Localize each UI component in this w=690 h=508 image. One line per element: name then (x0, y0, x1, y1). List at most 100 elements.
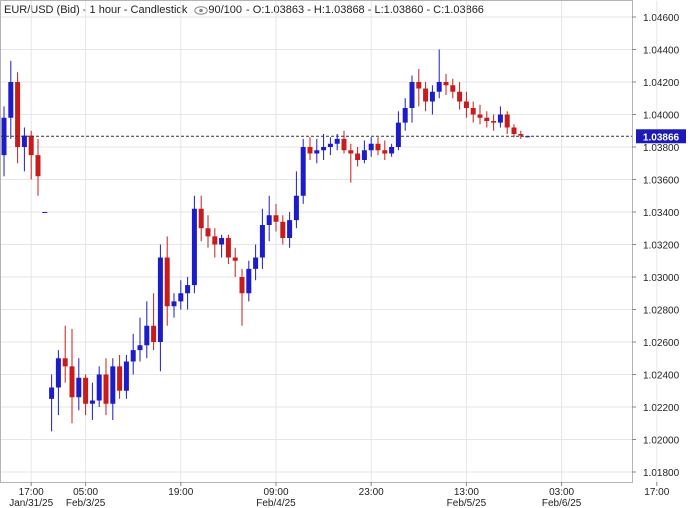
candle[interactable] (55, 350, 61, 416)
candle[interactable] (491, 114, 497, 131)
candle[interactable] (436, 49, 442, 99)
candle[interactable] (361, 140, 367, 164)
candle[interactable] (327, 137, 333, 156)
candle[interactable] (423, 82, 429, 112)
candle[interactable] (191, 195, 197, 294)
candle[interactable] (246, 260, 252, 302)
candle-body (225, 238, 231, 258)
candle[interactable] (239, 268, 245, 326)
candle[interactable] (259, 208, 265, 269)
candle-body (497, 114, 503, 123)
candle[interactable] (151, 293, 157, 351)
candle[interactable] (205, 215, 211, 248)
candle[interactable] (144, 301, 150, 359)
candle[interactable] (42, 212, 48, 213)
candle-body (266, 215, 272, 225)
candle[interactable] (21, 127, 27, 172)
x-tick-date: Feb/3/25 (66, 498, 106, 508)
candle[interactable] (382, 140, 388, 161)
candle[interactable] (443, 73, 449, 95)
candle[interactable] (314, 138, 320, 164)
candle-body (178, 293, 184, 302)
candle[interactable] (368, 137, 374, 157)
candle-body (144, 325, 150, 346)
candle[interactable] (212, 228, 218, 258)
candle-body (191, 208, 197, 286)
eye-icon[interactable] (194, 5, 209, 15)
last-price-badge (636, 129, 686, 144)
candle[interactable] (504, 111, 510, 134)
candle[interactable] (130, 333, 136, 375)
candle[interactable] (28, 130, 34, 180)
candle-body (511, 127, 517, 134)
candle-body (164, 257, 170, 307)
candle[interactable] (1, 106, 7, 177)
candle[interactable] (96, 366, 102, 407)
candle[interactable] (76, 358, 82, 411)
candle[interactable] (225, 234, 231, 264)
candle[interactable] (110, 358, 116, 420)
candle[interactable] (164, 236, 170, 326)
candle[interactable] (69, 329, 75, 424)
candle[interactable] (15, 72, 21, 164)
candle[interactable] (83, 374, 89, 416)
candle[interactable] (321, 134, 327, 160)
candle[interactable] (470, 101, 476, 123)
candle[interactable] (35, 138, 41, 196)
candle[interactable] (198, 195, 204, 242)
candle-body (15, 82, 21, 147)
candle[interactable] (463, 91, 469, 118)
candle[interactable] (287, 212, 293, 248)
candle-body (463, 101, 469, 108)
candle[interactable] (137, 317, 143, 362)
candle-body (130, 350, 136, 362)
candle[interactable] (511, 124, 517, 138)
candle[interactable] (341, 130, 347, 154)
candle[interactable] (232, 247, 238, 277)
candle[interactable] (123, 355, 129, 399)
candle[interactable] (389, 143, 395, 157)
candle[interactable] (293, 171, 299, 229)
candle[interactable] (497, 106, 503, 128)
candle[interactable] (300, 138, 306, 204)
candle[interactable] (185, 277, 191, 310)
candle[interactable] (402, 98, 408, 131)
candle[interactable] (178, 280, 184, 310)
candle[interactable] (280, 215, 286, 245)
candle[interactable] (429, 85, 435, 115)
candle[interactable] (395, 111, 401, 151)
candle-body (103, 374, 109, 404)
candle[interactable] (409, 75, 415, 123)
candle-body (416, 82, 422, 89)
candle[interactable] (62, 325, 68, 383)
candle[interactable] (518, 130, 524, 139)
plot-frame (0, 0, 633, 483)
y-tick-label: 1.03800 (643, 143, 680, 154)
candle[interactable] (457, 82, 463, 110)
candle[interactable] (273, 203, 279, 232)
candle[interactable] (375, 137, 381, 156)
candle[interactable] (49, 374, 55, 432)
candle[interactable] (171, 293, 177, 318)
candle[interactable] (477, 104, 483, 125)
candle[interactable] (450, 78, 456, 99)
candle-body (429, 91, 435, 102)
candle[interactable] (307, 137, 313, 160)
candle[interactable] (484, 111, 490, 128)
candle-body (110, 366, 116, 404)
x-tick-time: 17:00 (19, 487, 44, 498)
candle[interactable] (103, 358, 109, 416)
candle-body (395, 122, 401, 147)
candle[interactable] (89, 382, 95, 420)
candle[interactable] (355, 147, 361, 167)
candle[interactable] (253, 244, 259, 281)
candle[interactable] (348, 143, 354, 183)
candle[interactable] (219, 234, 225, 258)
candle[interactable] (266, 195, 272, 242)
candle[interactable] (8, 60, 14, 139)
candle[interactable] (117, 355, 123, 399)
candle[interactable] (157, 244, 163, 372)
candle[interactable] (416, 69, 422, 107)
chart-header: EUR/USD (Bid) - 1 hour - Candlestick 90/… (4, 4, 484, 16)
